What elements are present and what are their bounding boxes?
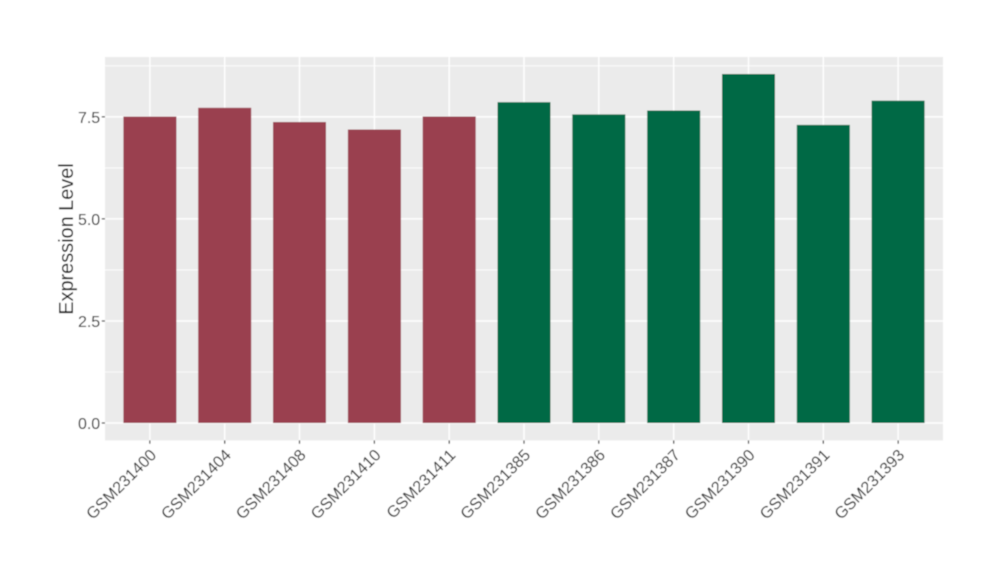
svg-text:Expression Level: Expression Level bbox=[56, 163, 78, 314]
svg-text:2.5: 2.5 bbox=[78, 314, 100, 331]
svg-text:5.0: 5.0 bbox=[78, 212, 100, 229]
svg-text:0.0: 0.0 bbox=[78, 416, 100, 433]
svg-text:7.5: 7.5 bbox=[78, 110, 100, 127]
